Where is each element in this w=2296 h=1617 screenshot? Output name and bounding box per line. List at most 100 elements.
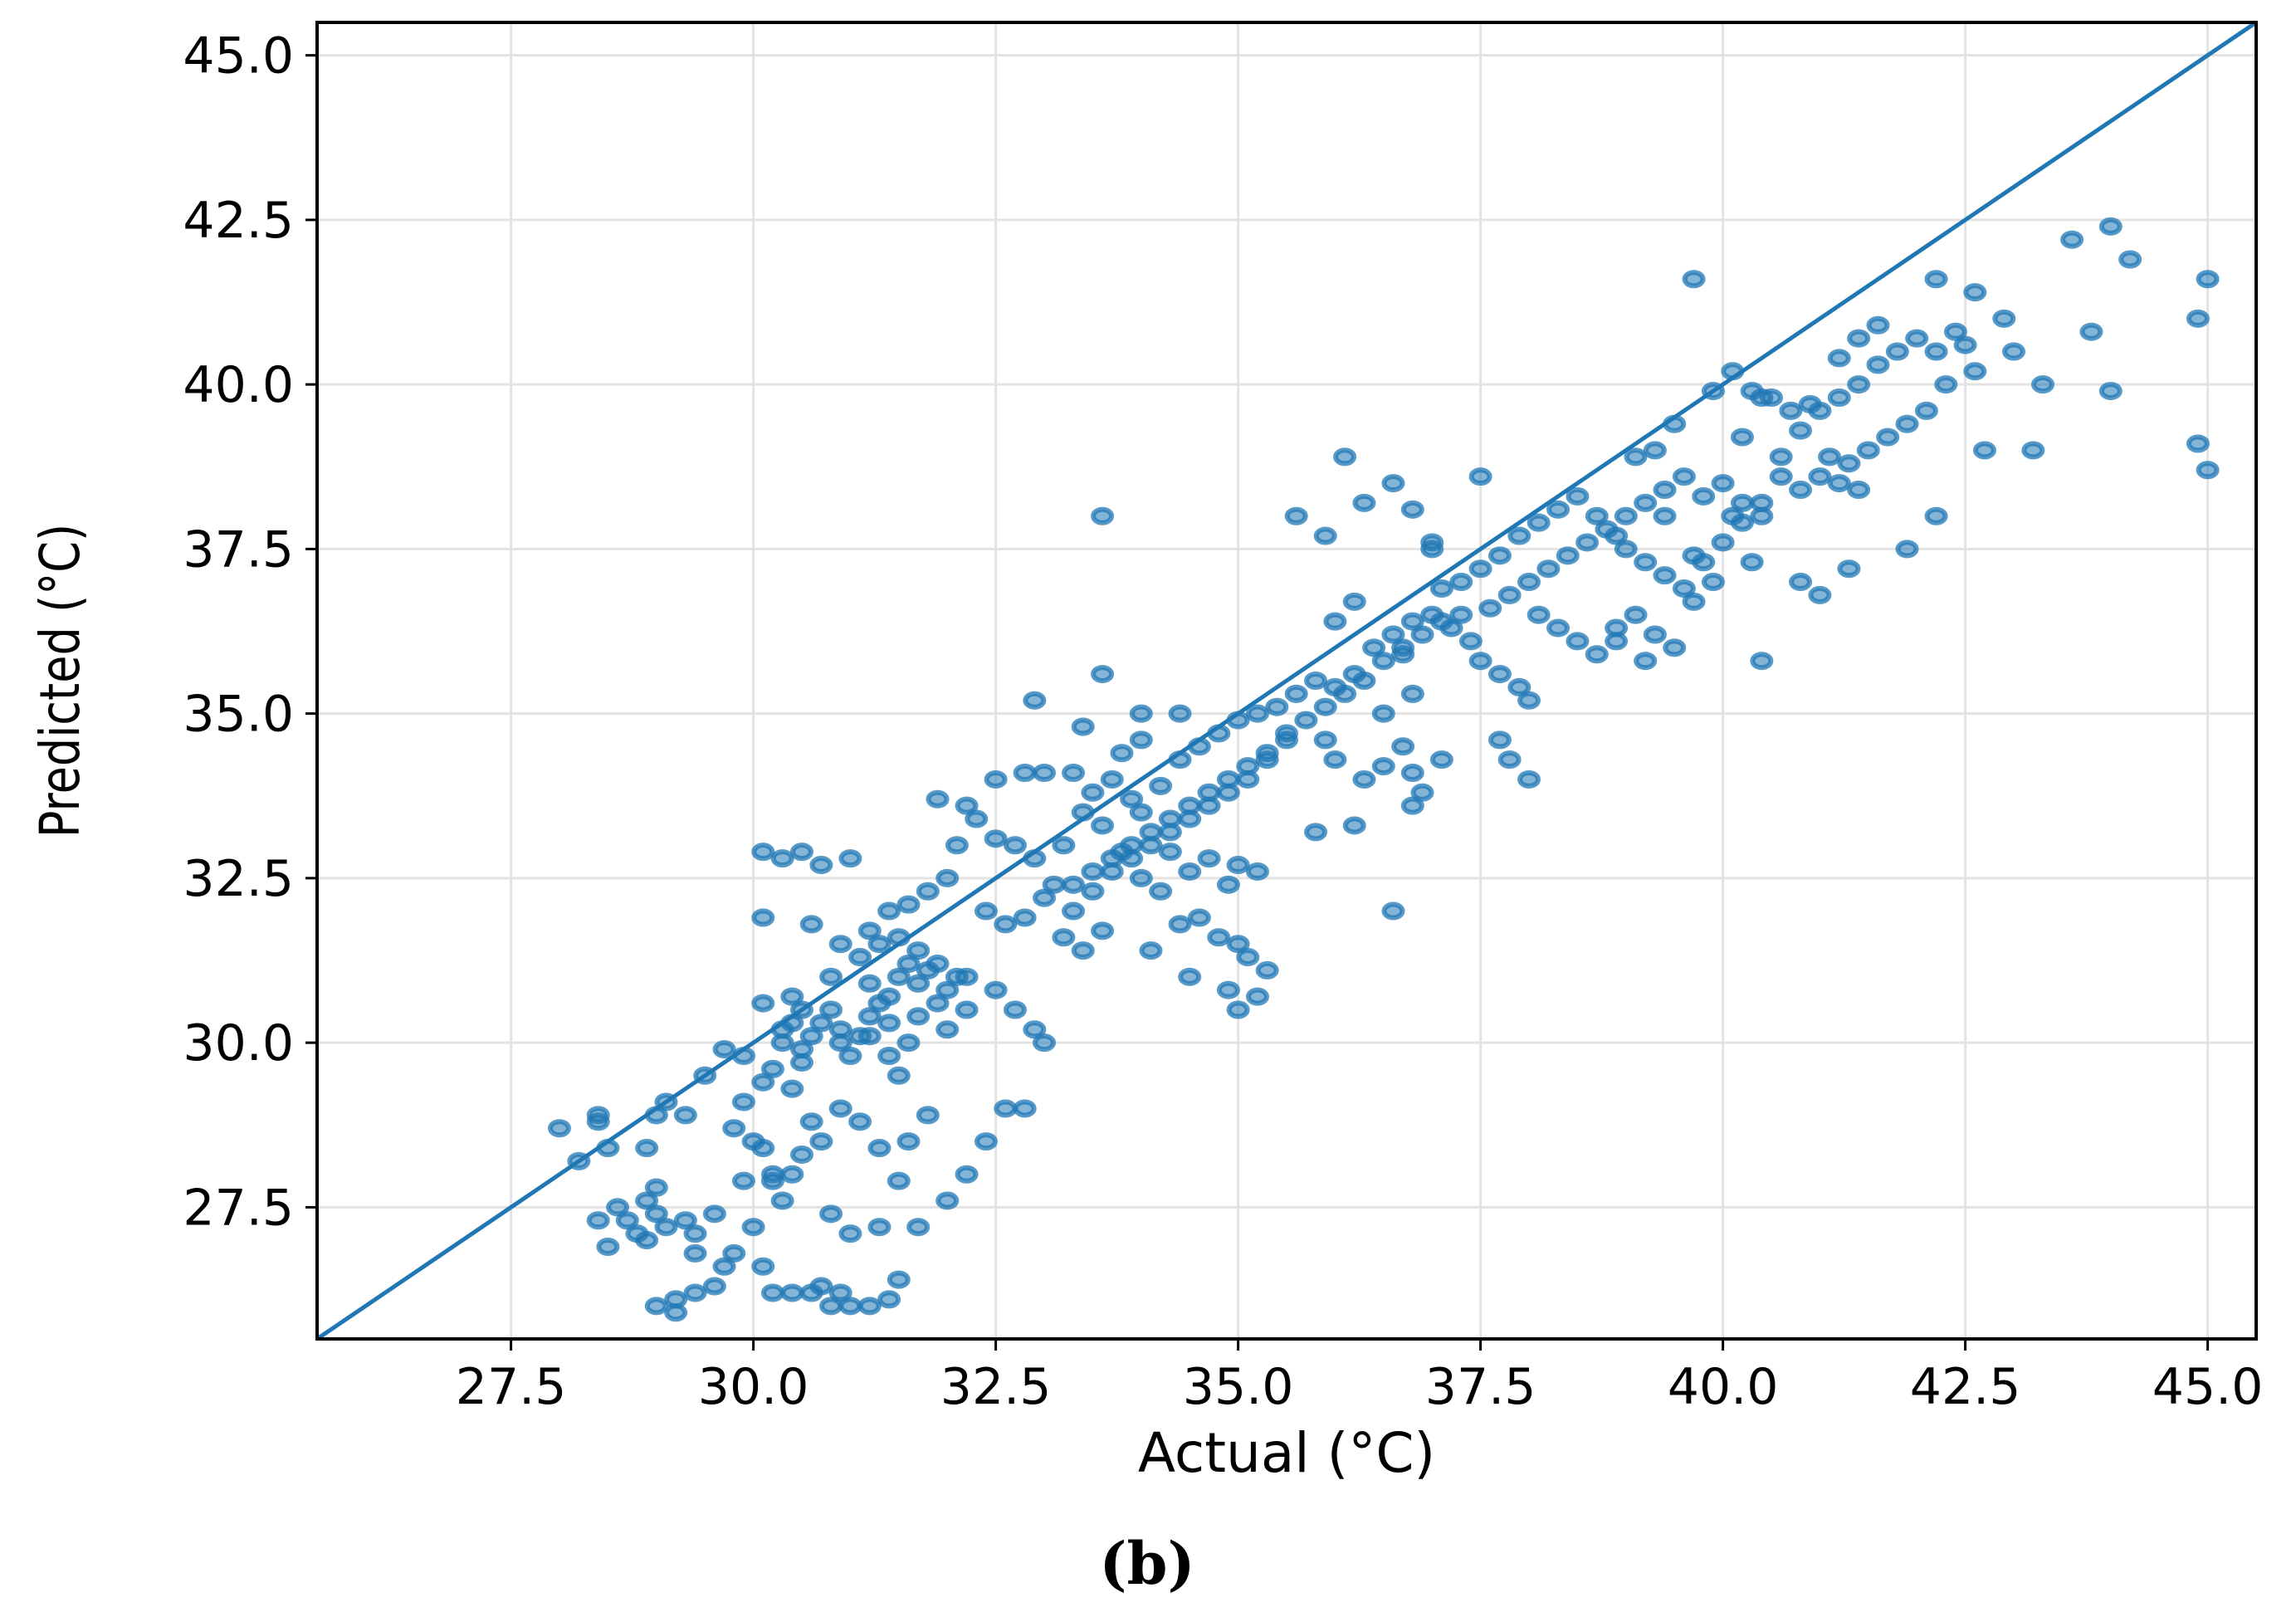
data-point (1023, 691, 1047, 710)
y-tick-label: 40.0 (183, 356, 294, 414)
data-point (1420, 533, 1444, 552)
data-point (1187, 908, 1211, 927)
data-point (1905, 329, 1929, 348)
data-point (1866, 355, 1890, 374)
data-point (896, 954, 921, 973)
data-point (926, 789, 950, 808)
data-point (1429, 750, 1453, 769)
data-point (1178, 796, 1202, 815)
data-point (644, 1178, 668, 1197)
data-point (906, 1218, 931, 1237)
data-point (751, 1257, 775, 1276)
data-point (1033, 764, 1056, 783)
data-point (1876, 427, 1900, 447)
data-point (1750, 388, 1774, 408)
data-point (1449, 573, 1473, 592)
x-tick-label: 37.5 (1425, 1358, 1536, 1416)
data-point (906, 974, 931, 993)
data-point (2196, 270, 2220, 289)
data-point (1711, 533, 1735, 552)
data-point (838, 1047, 862, 1066)
y-tick-label: 37.5 (183, 520, 294, 579)
data-point (2060, 230, 2084, 249)
data-point (1566, 486, 1590, 506)
data-point (1934, 375, 1958, 394)
data-point (1546, 500, 1571, 519)
data-point (1624, 447, 1648, 467)
data-point (955, 1000, 979, 1019)
data-point (1120, 789, 1144, 808)
data-point (896, 1132, 921, 1151)
data-point (1808, 585, 1832, 604)
data-point (702, 1204, 726, 1224)
data-point (1033, 1033, 1056, 1053)
data-point (751, 843, 775, 862)
y-tick-label: 45.0 (183, 27, 294, 85)
x-axis-label: Actual (°C) (1138, 1421, 1435, 1485)
data-point (1236, 757, 1260, 776)
y-tick-label: 30.0 (183, 1014, 294, 1072)
data-point (965, 809, 989, 828)
x-tick-label: 30.0 (698, 1358, 809, 1416)
data-point (1081, 882, 1105, 901)
data-point (1352, 769, 1376, 789)
data-point (1478, 598, 1502, 618)
data-point (1517, 691, 1541, 710)
data-point (1313, 730, 1337, 750)
data-point (1100, 769, 1124, 789)
data-point (1866, 315, 1890, 335)
data-point (1847, 375, 1871, 394)
data-point (635, 1139, 659, 1158)
data-point (741, 1218, 765, 1237)
data-point (606, 1198, 630, 1217)
data-point (596, 1237, 620, 1256)
data-point (1643, 625, 1667, 644)
data-point (1827, 349, 1851, 368)
data-point (1245, 862, 1269, 881)
data-point (1333, 684, 1357, 703)
data-point (848, 1112, 872, 1131)
data-point (702, 1277, 726, 1296)
data-point (1245, 987, 1269, 1006)
plot-frame (315, 21, 2258, 1341)
data-point (1158, 809, 1182, 828)
data-point (1924, 270, 1948, 289)
data-point (712, 1257, 736, 1276)
data-point (1497, 750, 1522, 769)
data-point (1789, 573, 1813, 592)
data-point (1197, 849, 1221, 868)
data-point (760, 1171, 784, 1190)
scatter-points (548, 217, 2220, 1322)
data-point (635, 1191, 659, 1210)
data-point (857, 1297, 882, 1316)
data-point (1653, 566, 1677, 585)
data-point (1605, 526, 1629, 545)
data-point (1488, 730, 1512, 750)
data-point (1410, 783, 1434, 802)
data-point (1091, 506, 1115, 525)
data-point (896, 895, 921, 914)
data-point (1129, 868, 1153, 887)
data-point (887, 967, 911, 986)
data-point (1837, 454, 1861, 473)
data-point (1672, 467, 1696, 486)
data-point (1265, 697, 1289, 716)
data-point (828, 1099, 852, 1118)
data-point (1663, 638, 1687, 657)
data-point (673, 1106, 697, 1125)
data-point (635, 1231, 659, 1250)
data-point (1634, 493, 1658, 512)
y-tick-labels: 27.5 30.0 32.5 35.0 37.5 40.0 42.5 45.0 (183, 27, 294, 1238)
data-point (1081, 783, 1105, 802)
data-point (1313, 697, 1337, 716)
data-point (877, 901, 901, 921)
data-point (1701, 573, 1725, 592)
data-point (887, 1066, 911, 1085)
data-point (1342, 592, 1366, 611)
data-point (1216, 769, 1240, 789)
data-point (615, 1211, 639, 1230)
data-point (809, 1014, 833, 1033)
data-point (1400, 500, 1424, 519)
data-point (1682, 546, 1706, 565)
